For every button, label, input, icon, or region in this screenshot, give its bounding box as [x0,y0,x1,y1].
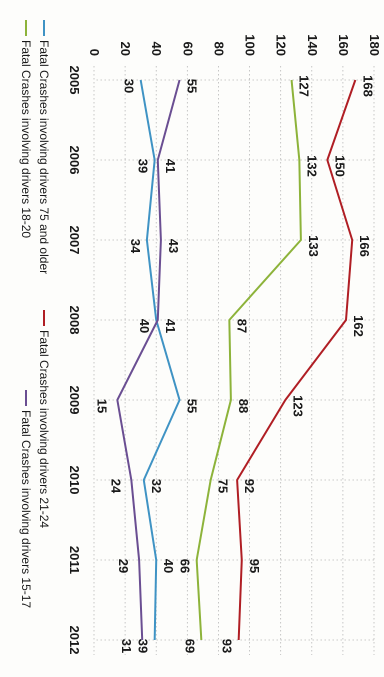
data-label-drivers-18-20-2006: 132 [304,155,319,177]
data-label-drivers-15-17-2012: 31 [119,639,134,653]
x-tick-label-2006: 2006 [67,146,82,175]
data-label-drivers-18-20-2008: 87 [234,319,249,333]
y-tick-label-120: 120 [274,34,289,56]
y-tick-label-160: 160 [336,34,351,56]
data-label-drivers-75-and-older-2009: 55 [185,399,200,413]
data-label-drivers-75-and-older-2011: 40 [161,559,176,573]
data-label-drivers-75-and-older-2006: 39 [136,159,151,173]
data-label-drivers-75-and-older-2008: 40 [137,319,152,333]
data-label-drivers-15-17-2011: 29 [116,559,131,573]
data-label-drivers-18-20-2011: 66 [178,559,193,573]
data-label-drivers-21-24-2005: 168 [360,75,375,97]
series-lines [116,79,357,641]
data-label-drivers-18-20-2010: 75 [216,479,231,493]
y-tick-label-0: 0 [87,49,102,56]
data-label-drivers-21-24-2008: 162 [351,315,366,337]
data-label-drivers-18-20-2012: 69 [182,639,197,653]
legend-label-15-17: Fatal Crashes involving drivers 15-17 [19,410,33,608]
y-tick-label-100: 100 [243,34,258,56]
chart-rotated-frame: 0 20 40 60 80 100 120 140 160 180 200520062007200… [19,20,382,655]
x-tick-label-2008: 2008 [67,306,82,335]
x-tick-label-2005: 2005 [67,66,82,95]
series-line-drivers-75-and-older [139,79,181,641]
data-label-drivers-15-17-2006: 41 [163,159,178,173]
data-label-drivers-15-17-2010: 24 [108,479,123,494]
legend-label-18-20: Fatal Crashes involving drivers 18-20 [19,40,33,238]
data-label-drivers-75-and-older-2005: 30 [122,79,137,93]
x-axis-ticks: 2005 2006 2007 2008 2009 2010 2011 2012 [67,66,82,655]
data-label-drivers-15-17-2007: 43 [166,239,181,253]
data-label-drivers-15-17-2009: 15 [94,399,109,413]
data-label-drivers-21-24-2009: 123 [290,395,305,417]
data-label-drivers-75-and-older-2010: 32 [149,479,164,493]
data-label-drivers-21-24-2011: 95 [247,559,262,573]
legend: Fatal Crashes involving drivers 75 and o… [19,20,51,608]
data-label-drivers-18-20-2005: 127 [297,75,312,97]
x-tick-label-2007: 2007 [67,226,82,255]
data-label-drivers-21-24-2012: 93 [220,639,235,653]
legend-label-75-and-older: Fatal Crashes involving drivers 75 and o… [37,40,51,274]
x-tick-label-2009: 2009 [67,386,82,415]
x-tick-label-2012: 2012 [67,626,82,655]
series-line-drivers-18-20 [195,79,302,641]
y-tick-label-140: 140 [305,34,320,56]
data-label-drivers-18-20-2007: 133 [306,235,321,257]
data-label-drivers-21-24-2006: 150 [332,155,347,177]
legend-label-21-24: Fatal Crashes involving drivers 21-24 [37,330,51,528]
data-label-drivers-21-24-2007: 166 [357,235,372,257]
y-tick-label-40: 40 [149,42,164,56]
data-label-drivers-15-17-2005: 55 [185,79,200,93]
y-tick-label-80: 80 [211,42,226,56]
data-label-drivers-21-24-2010: 92 [242,479,257,493]
data-labels: 168 150 166 162 123 92 95 93 127 132 133 87 88 75 66 69… [94,75,375,653]
data-label-drivers-15-17-2008: 41 [163,319,178,333]
series-line-drivers-15-17 [116,79,181,641]
y-tick-label-60: 60 [180,42,195,56]
x-tick-label-2011: 2011 [67,546,82,574]
data-label-drivers-18-20-2009: 88 [236,399,251,413]
y-tick-label-180: 180 [367,34,382,56]
y-tick-label-20: 20 [118,42,133,56]
x-tick-label-2010: 2010 [67,466,82,495]
data-label-drivers-75-and-older-2007: 34 [128,239,143,254]
data-label-drivers-75-and-older-2012: 39 [136,639,151,653]
gridlines [93,66,375,655]
y-axis-ticks: 0 20 40 60 80 100 120 140 160 180 [87,34,382,56]
series-line-drivers-21-24 [236,79,357,641]
